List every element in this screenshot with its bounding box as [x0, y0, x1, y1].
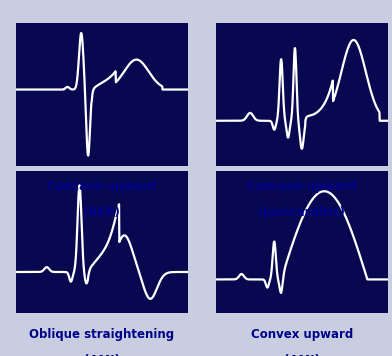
Text: Concave upward: Concave upward — [247, 180, 357, 193]
Text: Convex upward: Convex upward — [251, 328, 353, 341]
Text: Oblique straightening: Oblique straightening — [29, 328, 174, 341]
Text: (AMI): (AMI) — [284, 354, 320, 356]
Text: (BER): (BER) — [83, 206, 120, 220]
Text: (AMI): (AMI) — [84, 354, 120, 356]
Text: Concave upward: Concave upward — [47, 180, 157, 193]
Text: (pericarditis): (pericarditis) — [258, 206, 345, 220]
